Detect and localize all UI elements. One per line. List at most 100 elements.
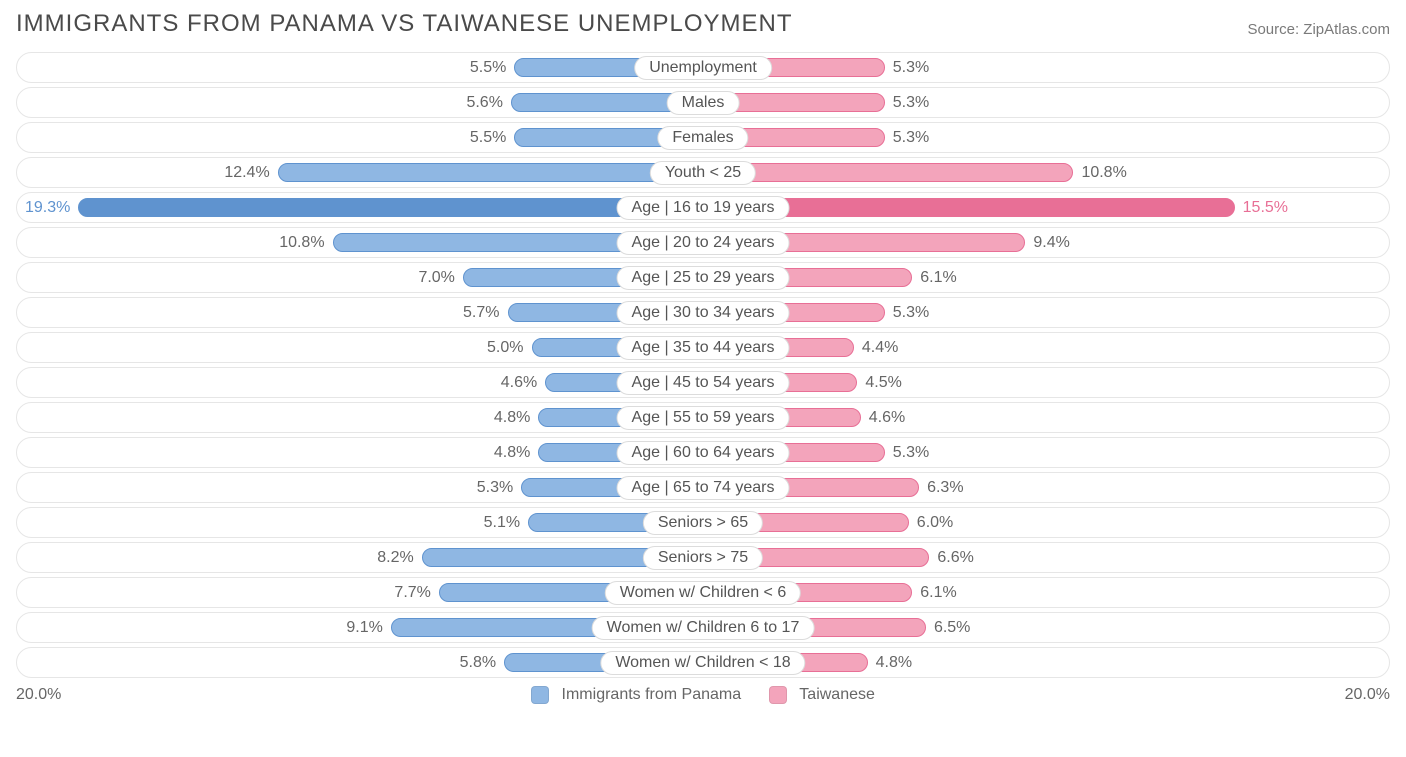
bar-right-half: 6.6% xyxy=(703,543,1389,572)
bar-left-half: 8.2% xyxy=(17,543,703,572)
bar-left-half: 4.8% xyxy=(17,438,703,467)
category-label: Age | 60 to 64 years xyxy=(617,441,790,465)
bar-right-value: 5.3% xyxy=(885,304,937,322)
category-label: Males xyxy=(667,91,740,115)
bar-right-value: 5.3% xyxy=(885,59,937,77)
axis-right-max: 20.0% xyxy=(1310,686,1390,704)
bar-row: 7.0%6.1%Age | 25 to 29 years xyxy=(16,262,1390,293)
category-label: Females xyxy=(657,126,748,150)
bar-right-value: 6.1% xyxy=(912,269,964,287)
bar-right-value: 4.6% xyxy=(861,409,913,427)
bar-right-value: 9.4% xyxy=(1025,234,1077,252)
bar-right-half: 4.6% xyxy=(703,403,1389,432)
bar-row: 10.8% 9.4% Age | 20 to 24 years xyxy=(16,227,1390,258)
category-label: Women w/ Children 6 to 17 xyxy=(592,616,815,640)
category-label: Youth < 25 xyxy=(650,161,756,185)
bar-right-value: 5.3% xyxy=(885,444,937,462)
bar-left-value: 5.1% xyxy=(476,514,528,532)
bar-right-half: 5.3% xyxy=(703,123,1389,152)
bar-right xyxy=(703,163,1073,182)
bar-right-value: 6.5% xyxy=(926,619,978,637)
bar-left-half: 5.6% xyxy=(17,88,703,117)
bar-left-value: 9.1% xyxy=(338,619,390,637)
bar-left-value: 5.7% xyxy=(455,304,507,322)
legend-left-label: Immigrants from Panama xyxy=(562,686,742,703)
bar-row: 5.7%5.3%Age | 30 to 34 years xyxy=(16,297,1390,328)
legend-swatch-right xyxy=(769,686,787,704)
category-label: Age | 55 to 59 years xyxy=(617,406,790,430)
bar-left-half: 7.0% xyxy=(17,263,703,292)
bar-left-half: 5.1% xyxy=(17,508,703,537)
bar-left-half: 10.8% xyxy=(17,228,703,257)
bar-left-half: 19.3% xyxy=(17,193,703,222)
category-label: Age | 45 to 54 years xyxy=(617,371,790,395)
category-label: Age | 20 to 24 years xyxy=(617,231,790,255)
bar-row: 5.6% 5.3% Males xyxy=(16,87,1390,118)
legend-swatch-left xyxy=(531,686,549,704)
bar-row: 5.1% 6.0% Seniors > 65 xyxy=(16,507,1390,538)
bar-row: 5.5% 5.3% Unemployment xyxy=(16,52,1390,83)
bar-left xyxy=(278,163,703,182)
bar-right-half: 4.5% xyxy=(703,368,1389,397)
bar-left-value: 10.8% xyxy=(271,234,332,252)
bar-right-half: 15.5% xyxy=(703,193,1389,222)
bar-right-value: 5.3% xyxy=(885,94,937,112)
bar-left-value: 8.2% xyxy=(369,549,421,567)
bar-row: 4.8% 4.6% Age | 55 to 59 years xyxy=(16,402,1390,433)
bar-right-half: 5.3% xyxy=(703,53,1389,82)
category-label: Age | 35 to 44 years xyxy=(617,336,790,360)
bar-row: 5.8%4.8%Women w/ Children < 18 xyxy=(16,647,1390,678)
bar-right-value: 6.1% xyxy=(912,584,964,602)
bar-row: 5.3%6.3%Age | 65 to 74 years xyxy=(16,472,1390,503)
bar-left-half: 5.7% xyxy=(17,298,703,327)
bar-left-half: 5.3% xyxy=(17,473,703,502)
bar-left-value: 7.0% xyxy=(410,269,462,287)
bar-right-half: 10.8% xyxy=(703,158,1389,187)
bar-right-half: 4.8% xyxy=(703,648,1389,677)
bar-row: 9.1% 6.5% Women w/ Children 6 to 17 xyxy=(16,612,1390,643)
bar-row: 8.2% 6.6% Seniors > 75 xyxy=(16,542,1390,573)
bar-left-value: 5.3% xyxy=(469,479,521,497)
bar-left-value: 4.8% xyxy=(486,409,538,427)
chart-title: IMMIGRANTS FROM PANAMA VS TAIWANESE UNEM… xyxy=(16,10,793,38)
chart-container: IMMIGRANTS FROM PANAMA VS TAIWANESE UNEM… xyxy=(0,0,1406,704)
bar-right-value: 6.0% xyxy=(909,514,961,532)
legend-left: Immigrants from Panama xyxy=(531,686,741,704)
bar-left-value: 7.7% xyxy=(386,584,438,602)
footer: 20.0% Immigrants from Panama Taiwanese 2… xyxy=(16,686,1390,704)
bar-right-value: 5.3% xyxy=(885,129,937,147)
legend-right: Taiwanese xyxy=(769,686,875,704)
bar-left-value: 5.5% xyxy=(462,59,514,77)
bar-left-value: 5.5% xyxy=(462,129,514,147)
bar-left-half: 5.0% xyxy=(17,333,703,362)
category-label: Seniors > 75 xyxy=(643,546,763,570)
category-label: Unemployment xyxy=(634,56,772,80)
bar-right-value: 6.6% xyxy=(929,549,981,567)
bar-row: 7.7% 6.1% Women w/ Children < 6 xyxy=(16,577,1390,608)
bar-left-value: 19.3% xyxy=(17,199,78,217)
bar-right-half: 9.4% xyxy=(703,228,1389,257)
bar-row: 12.4% 10.8% Youth < 25 xyxy=(16,157,1390,188)
bar-left-value: 5.6% xyxy=(458,94,510,112)
bar-left-value: 12.4% xyxy=(216,164,277,182)
bar-right-value: 10.8% xyxy=(1073,164,1134,182)
bar-left-value: 5.8% xyxy=(452,654,504,672)
bar-left-half: 7.7% xyxy=(17,578,703,607)
legend-right-label: Taiwanese xyxy=(799,686,875,703)
bar-left-half: 5.5% xyxy=(17,53,703,82)
bar-left-half: 4.8% xyxy=(17,403,703,432)
category-label: Age | 65 to 74 years xyxy=(617,476,790,500)
bar-left xyxy=(78,198,703,217)
category-label: Seniors > 65 xyxy=(643,511,763,535)
bar-right-half: 5.3% xyxy=(703,298,1389,327)
bar-right-value: 4.8% xyxy=(868,654,920,672)
bar-right-half: 6.1% xyxy=(703,578,1389,607)
source-label: Source: ZipAtlas.com xyxy=(1247,21,1390,38)
bar-right-value: 4.4% xyxy=(854,339,906,357)
category-label: Age | 16 to 19 years xyxy=(617,196,790,220)
legend: Immigrants from Panama Taiwanese xyxy=(96,686,1310,704)
bar-right-half: 6.1% xyxy=(703,263,1389,292)
bar-left-half: 4.6% xyxy=(17,368,703,397)
category-label: Women w/ Children < 6 xyxy=(605,581,801,605)
bar-row: 4.8% 5.3% Age | 60 to 64 years xyxy=(16,437,1390,468)
